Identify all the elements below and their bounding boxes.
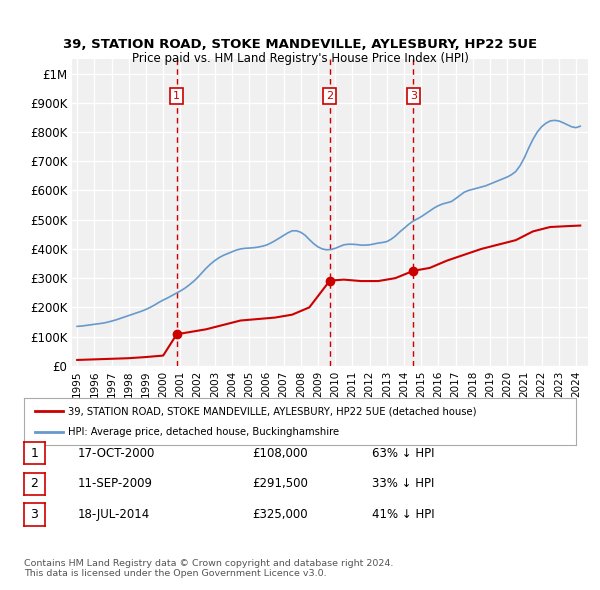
Text: 1: 1 — [31, 447, 38, 460]
Text: 11-SEP-2009: 11-SEP-2009 — [78, 477, 153, 490]
Text: 41% ↓ HPI: 41% ↓ HPI — [372, 508, 434, 521]
Text: 39, STATION ROAD, STOKE MANDEVILLE, AYLESBURY, HP22 5UE (detached house): 39, STATION ROAD, STOKE MANDEVILLE, AYLE… — [68, 407, 476, 417]
Text: 2: 2 — [31, 477, 38, 490]
Text: 3: 3 — [31, 508, 38, 521]
Text: 39, STATION ROAD, STOKE MANDEVILLE, AYLESBURY, HP22 5UE: 39, STATION ROAD, STOKE MANDEVILLE, AYLE… — [63, 38, 537, 51]
Text: HPI: Average price, detached house, Buckinghamshire: HPI: Average price, detached house, Buck… — [68, 427, 339, 437]
Text: 18-JUL-2014: 18-JUL-2014 — [78, 508, 150, 521]
Text: 63% ↓ HPI: 63% ↓ HPI — [372, 447, 434, 460]
Text: 2: 2 — [326, 91, 334, 101]
Text: 3: 3 — [410, 91, 417, 101]
Text: Contains HM Land Registry data © Crown copyright and database right 2024.
This d: Contains HM Land Registry data © Crown c… — [24, 559, 394, 578]
Text: 33% ↓ HPI: 33% ↓ HPI — [372, 477, 434, 490]
Text: £291,500: £291,500 — [252, 477, 308, 490]
Text: Price paid vs. HM Land Registry's House Price Index (HPI): Price paid vs. HM Land Registry's House … — [131, 52, 469, 65]
Text: 1: 1 — [173, 91, 180, 101]
Text: £108,000: £108,000 — [252, 447, 308, 460]
Text: 17-OCT-2000: 17-OCT-2000 — [78, 447, 155, 460]
Text: £325,000: £325,000 — [252, 508, 308, 521]
